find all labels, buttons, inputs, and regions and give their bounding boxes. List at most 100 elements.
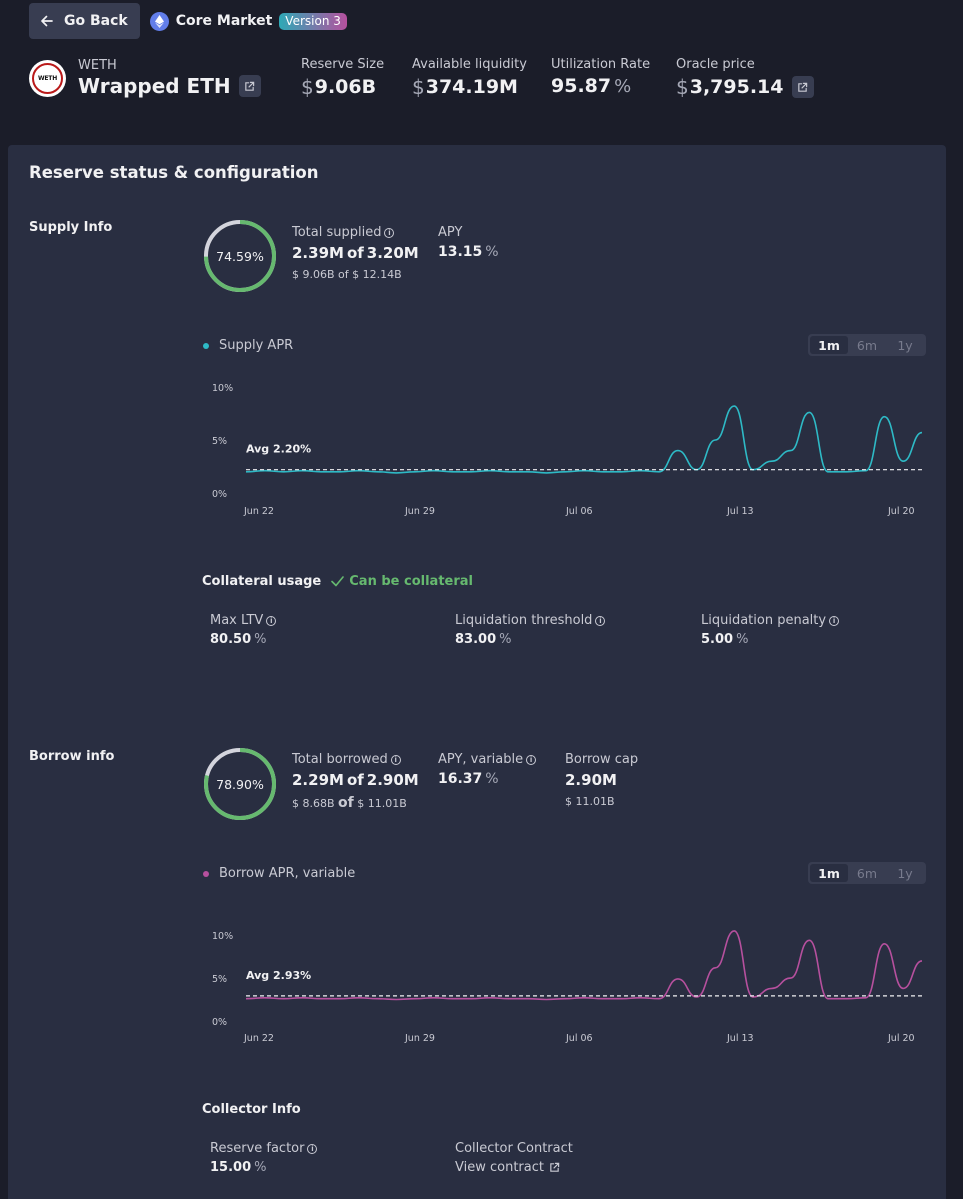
- percent-symbol: %: [485, 771, 499, 787]
- borrow-cap-value: 2.90M: [366, 771, 419, 789]
- total-borrowed-value: 2.29M: [292, 771, 344, 789]
- x-tick-label: Jun 29: [404, 1033, 435, 1044]
- total-supplied-value: 2.39M: [292, 244, 344, 262]
- oracle-external-link-button[interactable]: [791, 76, 814, 98]
- total-supplied-usd: 9.06B: [302, 268, 335, 281]
- x-tick-label: Jul 20: [887, 506, 915, 517]
- total-borrowed-usd: 8.68B: [302, 797, 335, 810]
- x-tick-label: Jun 22: [243, 506, 274, 517]
- percent-symbol: %: [254, 1160, 267, 1175]
- stat-value: 9.06B: [314, 76, 377, 98]
- stat-value: 3,795.14: [689, 76, 784, 98]
- supply-cap-value: 3.20M: [366, 244, 419, 262]
- info-icon[interactable]: i: [266, 615, 277, 626]
- y-tick-label: 10%: [212, 383, 233, 394]
- ring-percent: 78.90%: [216, 776, 264, 792]
- x-tick-label: Jul 06: [565, 506, 593, 517]
- y-tick-label: 0%: [212, 489, 227, 500]
- info-icon[interactable]: i: [307, 1143, 318, 1154]
- supply-info-label: Supply Info: [29, 220, 113, 235]
- ring-progress: [204, 220, 276, 292]
- stat-available-liquidity: Available liquidity $374.19M: [412, 57, 527, 99]
- asset-symbol: WETH: [78, 58, 117, 73]
- borrow-cap-label: Borrow cap: [565, 752, 639, 767]
- percent-symbol: %: [485, 244, 499, 260]
- timeframe-1y[interactable]: 1y: [897, 337, 913, 353]
- external-link-icon: [245, 81, 255, 91]
- supply-apr-legend: Supply APR: [203, 338, 293, 353]
- collateral-usage: Collateral usage Can be collateral: [202, 574, 473, 589]
- stat-utilization-rate: Utilization Rate 95.87%: [551, 57, 650, 97]
- borrow-apr-chart: 10% 5% 0% Jun 22 Jun 29 Jul 06 Jul 13 Jul 20 Avg…: [212, 930, 923, 1044]
- of-text: of: [346, 244, 364, 262]
- borrow-cap-amount: 2.90M: [565, 771, 617, 789]
- timeframe-1m[interactable]: 1m: [810, 336, 848, 354]
- collector-info-label: Collector Info: [202, 1102, 301, 1117]
- view-contract-link[interactable]: View contract: [455, 1160, 573, 1175]
- legend-dot: [203, 870, 209, 877]
- series-line: [245, 930, 923, 1001]
- timeframe-6m[interactable]: 6m: [856, 865, 878, 881]
- liquidation-penalty-label: Liquidation penalty: [701, 613, 827, 628]
- liquidation-threshold-label: Liquidation threshold: [455, 613, 593, 628]
- of-text: of: [338, 268, 349, 281]
- weth-logo: WETH: [29, 59, 66, 97]
- x-tick-label: Jul 06: [565, 1033, 593, 1044]
- average-label: Avg 2.93%: [246, 969, 311, 982]
- currency-symbol: $: [412, 75, 425, 99]
- timeframe-6m[interactable]: 6m: [856, 337, 878, 353]
- borrow-cap: Borrow cap 2.90M $ 11.01B: [565, 752, 639, 808]
- max-ltv-label: Max LTV: [210, 613, 264, 628]
- x-tick-label: Jun 22: [243, 1033, 274, 1044]
- apy-value: 13.15: [438, 244, 483, 260]
- legend-dot: [203, 342, 209, 349]
- max-ltv: Max LTV i 80.50%: [210, 613, 277, 647]
- version-badge: Version 3: [279, 12, 347, 30]
- borrow-timeframe-toggle: 1m 6m 1y: [808, 862, 926, 884]
- total-supplied-label: Total supplied: [292, 225, 382, 240]
- info-icon[interactable]: i: [390, 754, 401, 765]
- stat-reserve-size: Reserve Size $9.06B: [301, 57, 384, 99]
- reserve-factor: Reserve factor i 15.00%: [210, 1141, 318, 1175]
- info-icon[interactable]: i: [595, 615, 606, 626]
- liquidation-penalty-value: 5.00: [701, 632, 734, 647]
- legend-label: Supply APR: [219, 338, 294, 353]
- collector-contract: Collector Contract View contract: [455, 1141, 573, 1175]
- supply-apr-chart: 10% 5% 0% Jun 22 Jun 29 Jul 06 Jul 13 Jul 20 Avg…: [212, 383, 923, 517]
- go-back-button[interactable]: Go Back: [29, 3, 140, 39]
- collateral-status: Can be collateral: [331, 574, 473, 589]
- stat-label: Oracle price: [676, 57, 755, 72]
- series-line: [245, 405, 923, 474]
- timeframe-1y[interactable]: 1y: [897, 865, 913, 881]
- max-ltv-value: 80.50: [210, 632, 252, 647]
- supply-apy: APY 13.15%: [438, 225, 499, 260]
- borrow-info-label: Borrow info: [29, 749, 115, 764]
- info-icon[interactable]: i: [526, 754, 537, 765]
- of-text: of: [338, 795, 354, 811]
- ring-progress: [204, 748, 276, 820]
- info-icon[interactable]: i: [384, 227, 395, 238]
- total-borrowed-label: Total borrowed: [292, 752, 388, 767]
- asset-name: Wrapped ETH: [78, 74, 231, 98]
- of-text: of: [346, 771, 364, 789]
- info-icon[interactable]: i: [829, 615, 840, 626]
- view-contract-text: View contract: [455, 1160, 544, 1175]
- market-selector[interactable]: Core Market Version 3: [149, 11, 347, 31]
- y-tick-label: 0%: [212, 1017, 227, 1028]
- collateral-status-text: Can be collateral: [349, 574, 473, 589]
- stat-label: Available liquidity: [412, 57, 527, 72]
- y-tick-label: 10%: [212, 931, 233, 942]
- supply-cap-usd: 12.14B: [362, 268, 402, 281]
- ethereum-icon: [149, 11, 169, 31]
- borrow-utilization-ring: 78.90%: [202, 746, 278, 822]
- apy-label: APY: [438, 225, 463, 240]
- apy-variable-value: 16.37: [438, 771, 483, 787]
- liquidation-threshold-value: 83.00: [455, 632, 497, 647]
- market-name: Core Market: [175, 13, 273, 29]
- reserve-status-panel: Reserve status & configuration Supply In…: [8, 145, 946, 1199]
- borrow-cap-usd-value: 11.01B: [575, 795, 615, 808]
- ring-percent: 74.59%: [216, 248, 264, 264]
- timeframe-1m[interactable]: 1m: [810, 864, 848, 882]
- stat-value: 374.19M: [425, 76, 518, 98]
- asset-external-link-button[interactable]: [238, 75, 261, 97]
